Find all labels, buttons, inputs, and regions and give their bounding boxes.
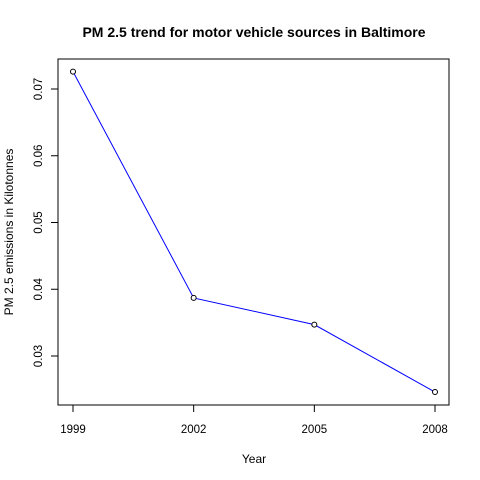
y-axis-title: PM 2.5 emissions in Kilotonnes (2, 149, 16, 316)
y-tick-label: 0.04 (33, 277, 45, 300)
series-layer (70, 68, 438, 396)
y-axis: 0.03 0.04 0.05 0.06 0.07 (33, 78, 59, 367)
y-tick-label: 0.07 (33, 78, 45, 100)
x-tick-label: 2002 (181, 424, 207, 436)
y-tick-label: 0.06 (33, 145, 45, 167)
x-tick-label: 1999 (60, 424, 86, 436)
x-axis: 1999 2002 2005 2008 (60, 404, 448, 436)
chart-title: PM 2.5 trend for motor vehicle sources i… (82, 24, 425, 40)
x-tick-label: 2005 (302, 424, 328, 436)
x-tick-label: 2008 (422, 424, 448, 436)
series-line (72, 71, 436, 393)
y-tick-label: 0.05 (33, 211, 45, 233)
x-axis-title: Year (242, 452, 266, 466)
data-point (311, 321, 318, 328)
data-point (432, 389, 438, 396)
data-point (70, 68, 76, 75)
data-point (190, 294, 197, 301)
y-tick-label: 0.03 (33, 345, 45, 367)
